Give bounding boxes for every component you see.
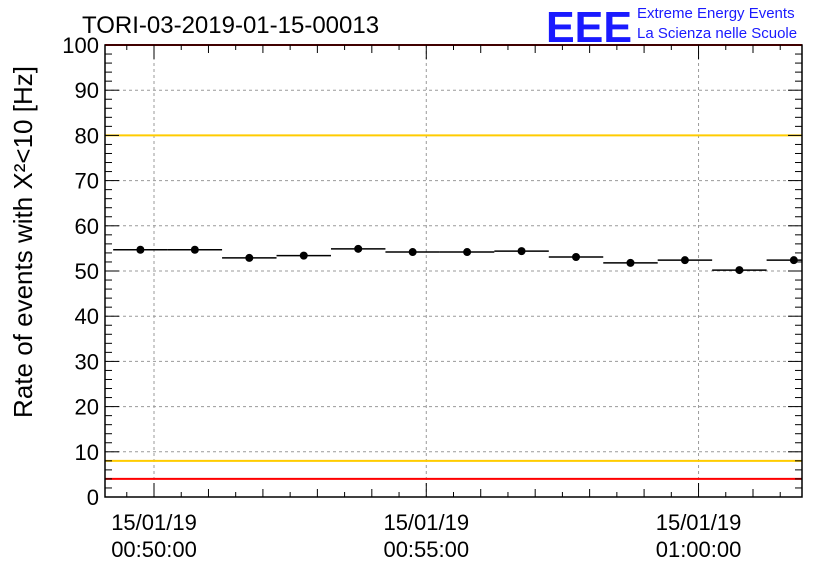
- data-point-marker: [517, 247, 526, 256]
- y-tick-label: 50: [75, 259, 99, 284]
- data-point-marker: [463, 248, 472, 257]
- chart-title: TORI-03-2019-01-15-00013: [82, 12, 379, 39]
- x-tick-label-time: 00:50:00: [111, 537, 197, 562]
- x-tick-label-date: 15/01/19: [383, 510, 469, 535]
- x-tick-label-date: 15/01/19: [656, 510, 742, 535]
- x-tick-label-date: 15/01/19: [111, 510, 197, 535]
- y-tick-label: 30: [75, 349, 99, 374]
- x-axis-tick-labels: 15/01/1900:50:0015/01/1900:55:0015/01/19…: [111, 510, 741, 562]
- data-point-marker: [789, 256, 798, 265]
- data-point-marker: [299, 251, 308, 260]
- data-point-marker: [408, 248, 417, 257]
- logo-eee-text: EEE: [546, 3, 632, 52]
- data-point-marker: [190, 245, 199, 254]
- eee-logo: EEE Extreme Energy Events La Scienza nel…: [546, 3, 797, 52]
- y-tick-label: 20: [75, 395, 99, 420]
- data-point-marker: [680, 256, 689, 265]
- y-tick-label: 70: [75, 169, 99, 194]
- data-point-marker: [354, 244, 363, 253]
- y-tick-label: 60: [75, 214, 99, 239]
- x-tick-label-time: 01:00:00: [656, 537, 742, 562]
- y-tick-label: 80: [75, 123, 99, 148]
- y-axis-tick-labels: 0 10 20 30 40 50 60 70 80 90 100: [62, 33, 99, 510]
- axis-ticks: [105, 44, 802, 498]
- logo-line-1: Extreme Energy Events: [637, 5, 795, 22]
- data-point-marker: [245, 253, 254, 262]
- data-series: [113, 244, 802, 275]
- data-point-marker: [735, 266, 744, 275]
- y-tick-label: 10: [75, 440, 99, 465]
- y-tick-label: 100: [62, 33, 99, 58]
- data-point-marker: [626, 258, 635, 267]
- y-tick-label: 90: [75, 78, 99, 103]
- logo-line-2: La Scienza nelle Scuole: [637, 25, 797, 42]
- y-tick-label: 40: [75, 304, 99, 329]
- data-point-marker: [136, 245, 145, 254]
- data-point-marker: [572, 252, 581, 261]
- x-tick-label-time: 00:55:00: [383, 537, 469, 562]
- y-axis-label: Rate of events with X²<10 [Hz]: [8, 66, 38, 418]
- grid-lines: [105, 45, 802, 497]
- y-tick-label: 0: [87, 485, 99, 510]
